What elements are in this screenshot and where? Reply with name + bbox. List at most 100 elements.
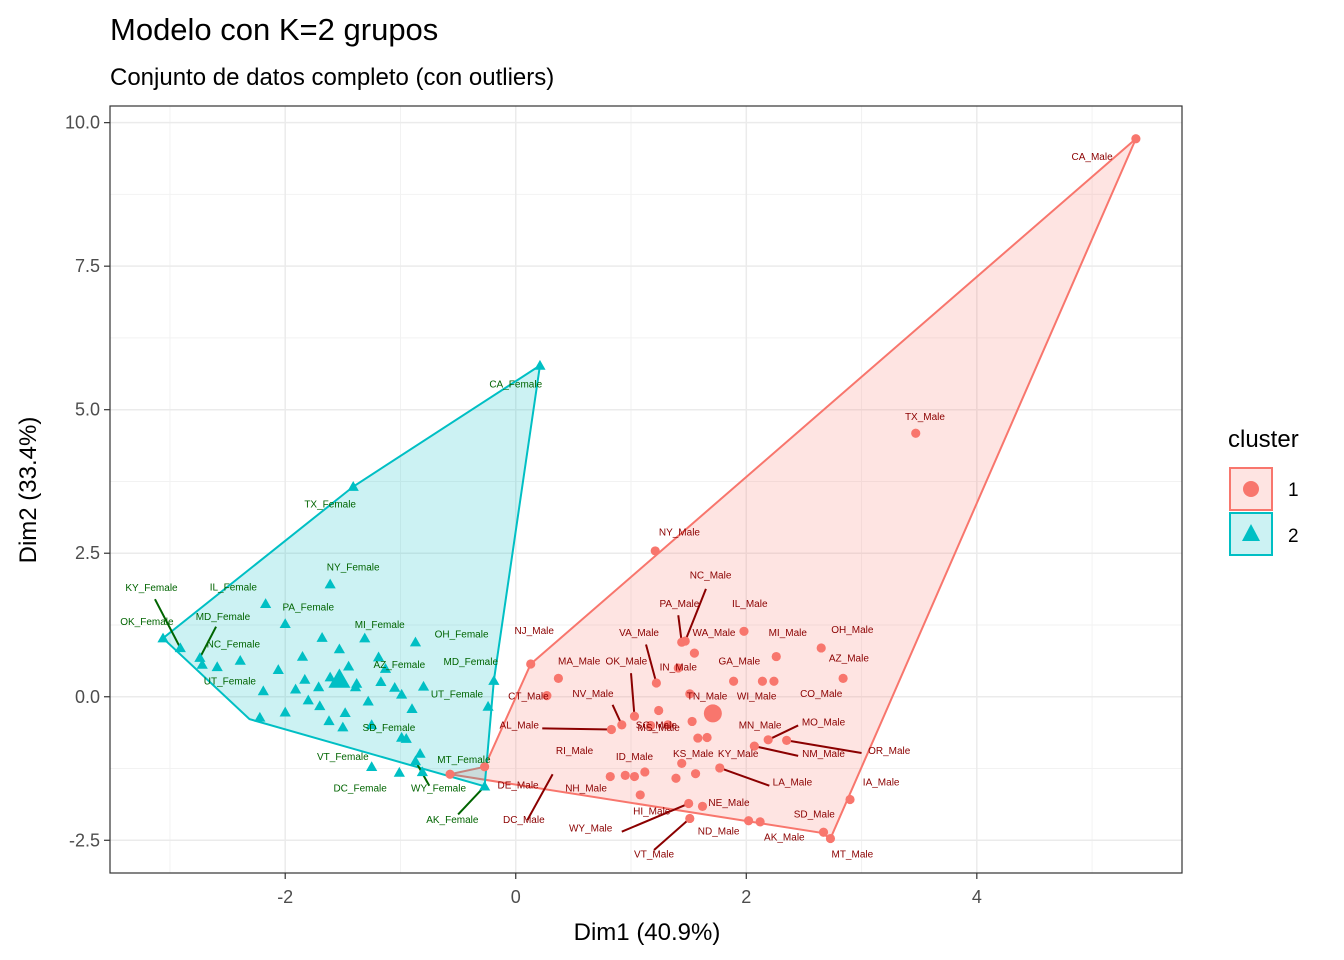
point-label: VA_Male bbox=[619, 628, 659, 639]
data-point bbox=[375, 676, 387, 687]
data-point bbox=[677, 758, 687, 768]
point-label: AZ_Male bbox=[829, 654, 869, 665]
data-point bbox=[254, 711, 266, 722]
data-point bbox=[693, 733, 703, 743]
point-label: SD_Female bbox=[363, 723, 416, 734]
point-label: DE_Male bbox=[497, 781, 539, 792]
data-point bbox=[414, 747, 426, 758]
data-point bbox=[684, 798, 694, 809]
data-point bbox=[702, 732, 712, 743]
data-point bbox=[445, 769, 455, 779]
leader-line bbox=[645, 644, 658, 684]
data-point bbox=[260, 598, 272, 608]
data-point bbox=[629, 771, 640, 782]
leader-line bbox=[526, 773, 554, 821]
data-point bbox=[417, 680, 430, 691]
legend: cluster 1 2 bbox=[1228, 426, 1299, 556]
point-label: UT_Female bbox=[204, 677, 257, 688]
data-point bbox=[343, 660, 355, 671]
data-points bbox=[157, 134, 1141, 844]
point-label: MT_Female bbox=[437, 755, 491, 766]
x-axis-title: Dim1 (40.9%) bbox=[574, 919, 721, 946]
data-point bbox=[488, 675, 500, 685]
data-point bbox=[480, 762, 490, 772]
leader-line bbox=[542, 727, 612, 731]
y-tick-label: -2.5 bbox=[69, 830, 100, 850]
chart-title: Modelo con K=2 grupos bbox=[110, 12, 438, 47]
data-point bbox=[542, 691, 552, 701]
point-label: CA_Female bbox=[489, 379, 542, 390]
legend-label-2: 2 bbox=[1288, 526, 1299, 547]
data-point bbox=[715, 763, 725, 773]
leader-line bbox=[621, 802, 690, 833]
point-label: MT_Male bbox=[831, 849, 873, 860]
data-point bbox=[677, 637, 687, 647]
point-label: WY_Male bbox=[569, 824, 613, 835]
data-point bbox=[174, 642, 186, 653]
data-point bbox=[324, 578, 336, 589]
point-label: KY_Female bbox=[125, 583, 178, 594]
data-point bbox=[845, 794, 855, 805]
data-point bbox=[302, 694, 314, 705]
point-label: NJ_Male bbox=[514, 626, 554, 637]
point-label: ID_Male bbox=[616, 752, 654, 763]
panel-border bbox=[109, 105, 1183, 874]
point-label: AK_Female bbox=[426, 815, 479, 826]
legend-item-1: 1 bbox=[1229, 467, 1299, 511]
point-label: VT_Female bbox=[317, 752, 369, 763]
data-point bbox=[296, 650, 309, 661]
point-label: AL_Male bbox=[499, 720, 539, 731]
point-label: CO_Male bbox=[800, 689, 843, 700]
point-label: NE_Male bbox=[708, 798, 750, 809]
point-label: KS_Male bbox=[673, 749, 714, 760]
data-point bbox=[739, 626, 749, 636]
point-label: OK_Male bbox=[606, 657, 648, 668]
point-label: MI_Female bbox=[355, 620, 405, 631]
data-point bbox=[825, 833, 836, 844]
leader-line bbox=[154, 598, 182, 649]
data-point bbox=[366, 761, 378, 771]
point-label: HI_Male bbox=[633, 806, 671, 817]
data-point bbox=[782, 735, 792, 745]
data-point bbox=[279, 618, 291, 629]
data-point bbox=[372, 651, 385, 662]
x-axis: -2 0 2 4 bbox=[277, 873, 982, 907]
point-label: TN_Male bbox=[687, 692, 728, 703]
data-point bbox=[234, 654, 246, 665]
data-point bbox=[697, 801, 708, 812]
point-label: DC_Male bbox=[503, 815, 545, 826]
point-label: OK_Female bbox=[120, 617, 174, 628]
data-point bbox=[339, 707, 351, 718]
point-labels: CA_Male TX_Male NY_Male NC_Male PA_Male IL_Ma… bbox=[120, 152, 1113, 861]
data-point bbox=[650, 546, 660, 556]
point-label: PA_Female bbox=[283, 603, 335, 614]
data-point bbox=[393, 766, 405, 777]
data-point bbox=[606, 724, 617, 735]
data-point bbox=[359, 632, 371, 643]
data-point bbox=[396, 688, 408, 699]
point-label: TX_Male bbox=[905, 412, 945, 423]
point-label: NH_Male bbox=[565, 783, 607, 794]
data-point bbox=[211, 661, 223, 672]
leader-line bbox=[754, 745, 799, 757]
y-axis: -2.5 0.0 2.5 5.0 7.5 10.0 bbox=[65, 113, 110, 850]
data-point bbox=[482, 700, 494, 711]
data-point bbox=[196, 659, 208, 669]
data-point bbox=[534, 359, 546, 370]
point-label: NY_Male bbox=[659, 527, 701, 538]
point-label: DC_Female bbox=[333, 783, 387, 794]
x-tick-label: 0 bbox=[511, 887, 521, 907]
point-label: OH_Male bbox=[831, 625, 874, 636]
leader-line bbox=[786, 739, 862, 754]
point-label: VT_Male bbox=[634, 849, 674, 860]
centroid-2 bbox=[328, 668, 351, 688]
point-label: TX_Female bbox=[304, 499, 356, 510]
point-label: OR_Male bbox=[868, 746, 911, 757]
cluster-centroids bbox=[328, 668, 722, 723]
point-label: IL_Male bbox=[732, 599, 768, 610]
data-point bbox=[409, 636, 422, 647]
point-label: WI_Male bbox=[737, 692, 777, 703]
legend-title: cluster bbox=[1228, 426, 1299, 453]
data-point bbox=[157, 632, 169, 643]
